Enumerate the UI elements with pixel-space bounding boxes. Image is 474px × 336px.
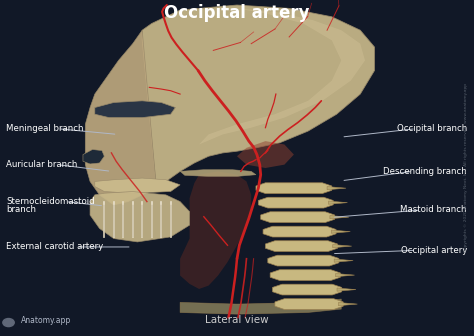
Polygon shape	[237, 141, 294, 168]
Text: External carotid artery: External carotid artery	[6, 243, 103, 251]
Text: Copyrights © 2020 Anatomy Next, Inc. All rights reserved. www.anatomy.app: Copyrights © 2020 Anatomy Next, Inc. All…	[465, 84, 468, 252]
Polygon shape	[95, 178, 180, 193]
Polygon shape	[275, 299, 343, 309]
Polygon shape	[261, 212, 335, 222]
Polygon shape	[258, 197, 333, 208]
Polygon shape	[142, 5, 374, 188]
Polygon shape	[265, 241, 337, 251]
Text: Occipital artery: Occipital artery	[401, 246, 467, 255]
Polygon shape	[270, 270, 340, 281]
Polygon shape	[337, 288, 356, 291]
Polygon shape	[83, 150, 104, 164]
Polygon shape	[180, 170, 256, 176]
Text: Occipital branch: Occipital branch	[397, 124, 467, 133]
Text: Meningeal branch: Meningeal branch	[6, 124, 84, 133]
Polygon shape	[328, 201, 347, 204]
Text: Occipital artery: Occipital artery	[164, 4, 310, 23]
Polygon shape	[327, 186, 346, 190]
Polygon shape	[273, 284, 342, 295]
Text: Mastoid branch: Mastoid branch	[401, 206, 467, 214]
Polygon shape	[338, 302, 357, 306]
Polygon shape	[263, 226, 336, 237]
Polygon shape	[333, 245, 352, 248]
Polygon shape	[90, 192, 190, 242]
Text: Descending branch: Descending branch	[383, 167, 467, 176]
Polygon shape	[180, 171, 251, 289]
Text: Lateral view: Lateral view	[205, 315, 269, 325]
Polygon shape	[199, 8, 365, 144]
Text: Anatomy.app: Anatomy.app	[21, 316, 72, 325]
Polygon shape	[268, 255, 339, 266]
Polygon shape	[256, 183, 332, 194]
Polygon shape	[334, 259, 353, 262]
Polygon shape	[95, 101, 175, 118]
Polygon shape	[180, 299, 341, 314]
Text: branch: branch	[6, 205, 36, 214]
Text: Sternocleidomastoid: Sternocleidomastoid	[6, 197, 95, 206]
Polygon shape	[336, 274, 355, 277]
Polygon shape	[85, 30, 156, 205]
Circle shape	[3, 319, 14, 327]
Text: Auricular branch: Auricular branch	[6, 160, 78, 169]
Polygon shape	[331, 230, 350, 233]
Polygon shape	[330, 215, 349, 219]
